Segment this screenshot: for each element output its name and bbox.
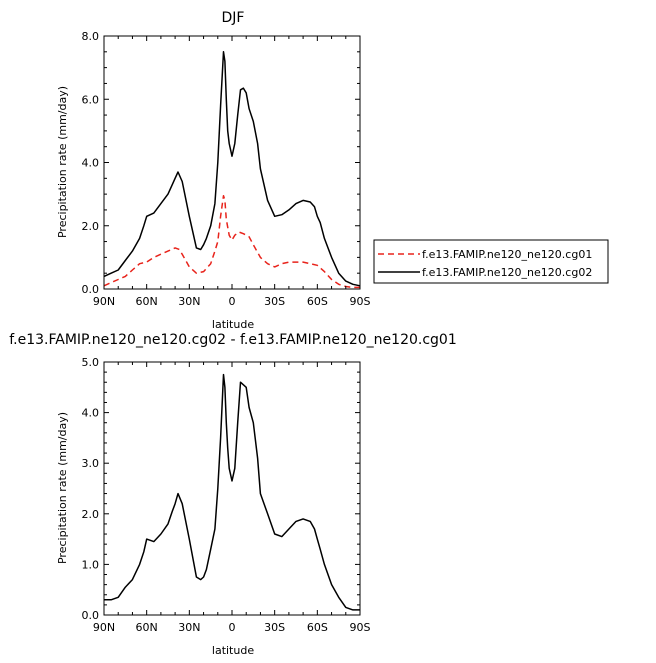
bottom-y-tick-label: 3.0 [82, 457, 100, 470]
bottom-y-tick-label: 5.0 [82, 356, 100, 369]
bottom-x-tick-label: 60S [307, 621, 328, 634]
legend: f.e13.FAMIP.ne120_ne120.cg01 f.e13.FAMIP… [373, 239, 609, 284]
bottom-y-tick-label: 1.0 [82, 558, 100, 571]
bottom-x-tick-label: 30S [264, 621, 285, 634]
top-x-tick-label: 30N [178, 295, 200, 308]
bottom-x-tick-label: 90S [350, 621, 371, 634]
top-series-line-1 [103, 51, 361, 287]
bottom-x-tick-label: 30N [178, 621, 200, 634]
top-x-tick-label: 60S [307, 295, 328, 308]
bottom-y-tick-label: 2.0 [82, 508, 100, 521]
top-y-tick-label: 4.0 [82, 157, 100, 170]
bottom-x-tick-label: 0 [229, 621, 236, 634]
bottom-series-line-0 [104, 373, 360, 611]
top-x-tick-label: 30S [264, 295, 285, 308]
bottom-title: f.e13.FAMIP.ne120_ne120.cg02 - f.e13.FAM… [9, 332, 457, 348]
legend-box [373, 239, 609, 284]
top-y-tick-label: 6.0 [82, 93, 100, 106]
top-panel: DJF 90N 60N 30N 0 30S 60S 90S 0.0 2.0 4.0 6.0 8.0 l… [56, 10, 371, 331]
top-y-tick-label: 8.0 [82, 30, 100, 43]
bottom-y-axis-label: Precipitation rate (mm/day) [56, 412, 69, 564]
top-x-tick-label: 0 [229, 295, 236, 308]
top-y-tick-label: 0.0 [82, 283, 100, 296]
top-series-line-0 [103, 194, 360, 289]
bottom-y-tick-label: 0.0 [82, 609, 100, 622]
top-x-tick-label: 90N [93, 295, 115, 308]
bottom-plot-frame [103, 361, 361, 616]
bottom-x-tick-label: 90N [93, 621, 115, 634]
bottom-x-axis-label: latitude [212, 644, 254, 657]
top-y-tick-label: 2.0 [82, 220, 100, 233]
bottom-x-tick-label: 60N [136, 621, 158, 634]
top-x-tick-label: 60N [136, 295, 158, 308]
bottom-panel: f.e13.FAMIP.ne120_ne120.cg02 - f.e13.FAM… [9, 332, 457, 657]
legend-label-cg02: f.e13.FAMIP.ne120_ne120.cg02 [422, 266, 592, 279]
top-x-axis-label: latitude [212, 318, 254, 331]
top-x-tick-label: 90S [350, 295, 371, 308]
bottom-y-tick-label: 4.0 [82, 407, 100, 420]
legend-label-cg01: f.e13.FAMIP.ne120_ne120.cg01 [422, 248, 592, 261]
top-title: DJF [222, 10, 245, 26]
top-y-axis-label: Precipitation rate (mm/day) [56, 86, 69, 238]
top-plot-frame [103, 35, 361, 290]
